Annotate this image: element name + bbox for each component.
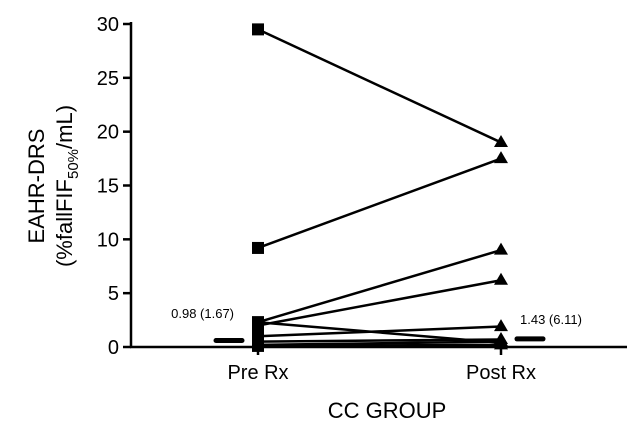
series-9 <box>252 337 508 352</box>
series-line <box>257 28 502 144</box>
pre-square-marker <box>252 339 264 352</box>
x-tick-label: Pre Rx <box>227 362 288 384</box>
series-line <box>257 343 502 348</box>
y-axis-title-line1: EAHR-DRS <box>24 129 49 244</box>
y-tick-label: 10 <box>97 229 119 251</box>
y-tick-label: 0 <box>108 337 119 359</box>
x-axis-title: CC GROUP <box>328 398 447 423</box>
post-triangle-marker <box>494 272 508 285</box>
y-tick-label: 30 <box>97 14 119 36</box>
median-label: 1.43 (6.11) <box>520 312 582 327</box>
y-tick-label: 5 <box>108 283 119 305</box>
pre-square-marker <box>252 241 264 254</box>
y-tick-label: 20 <box>97 122 119 144</box>
pre-square-marker <box>252 316 264 329</box>
pre-square-marker <box>252 23 264 36</box>
y-axis-title-line2: (%fallFIF50%/mL) <box>52 105 82 267</box>
series-4 <box>252 272 508 332</box>
series-line <box>257 338 502 343</box>
post-triangle-marker <box>494 337 508 350</box>
y-axis-title-suffix: /mL) <box>52 105 77 149</box>
y-tick-label: 15 <box>97 176 119 198</box>
post-triangle-marker <box>494 242 508 255</box>
y-axis-title-subscript: 50% <box>65 149 82 179</box>
series-1 <box>252 23 508 147</box>
y-axis-title-prefix: (%fallFIF <box>52 179 77 267</box>
series-line <box>257 157 502 250</box>
median-layer: 0.98 (1.67) 1.43 (6.11) <box>171 306 582 344</box>
post-triangle-marker <box>494 319 508 332</box>
post-triangle-marker <box>494 134 508 147</box>
series-line <box>257 248 502 324</box>
x-tick-label: Post Rx <box>466 362 536 384</box>
y-tick-label: 25 <box>97 68 119 90</box>
series-line <box>257 279 502 327</box>
series-line <box>257 340 502 347</box>
median-label: 0.98 (1.67) <box>171 306 234 321</box>
series-2 <box>252 151 508 254</box>
post-triangle-marker <box>494 151 508 164</box>
series-layer <box>252 23 508 352</box>
axes: 0 5 10 15 20 25 30 Pre Rx Post Rx <box>97 14 627 384</box>
